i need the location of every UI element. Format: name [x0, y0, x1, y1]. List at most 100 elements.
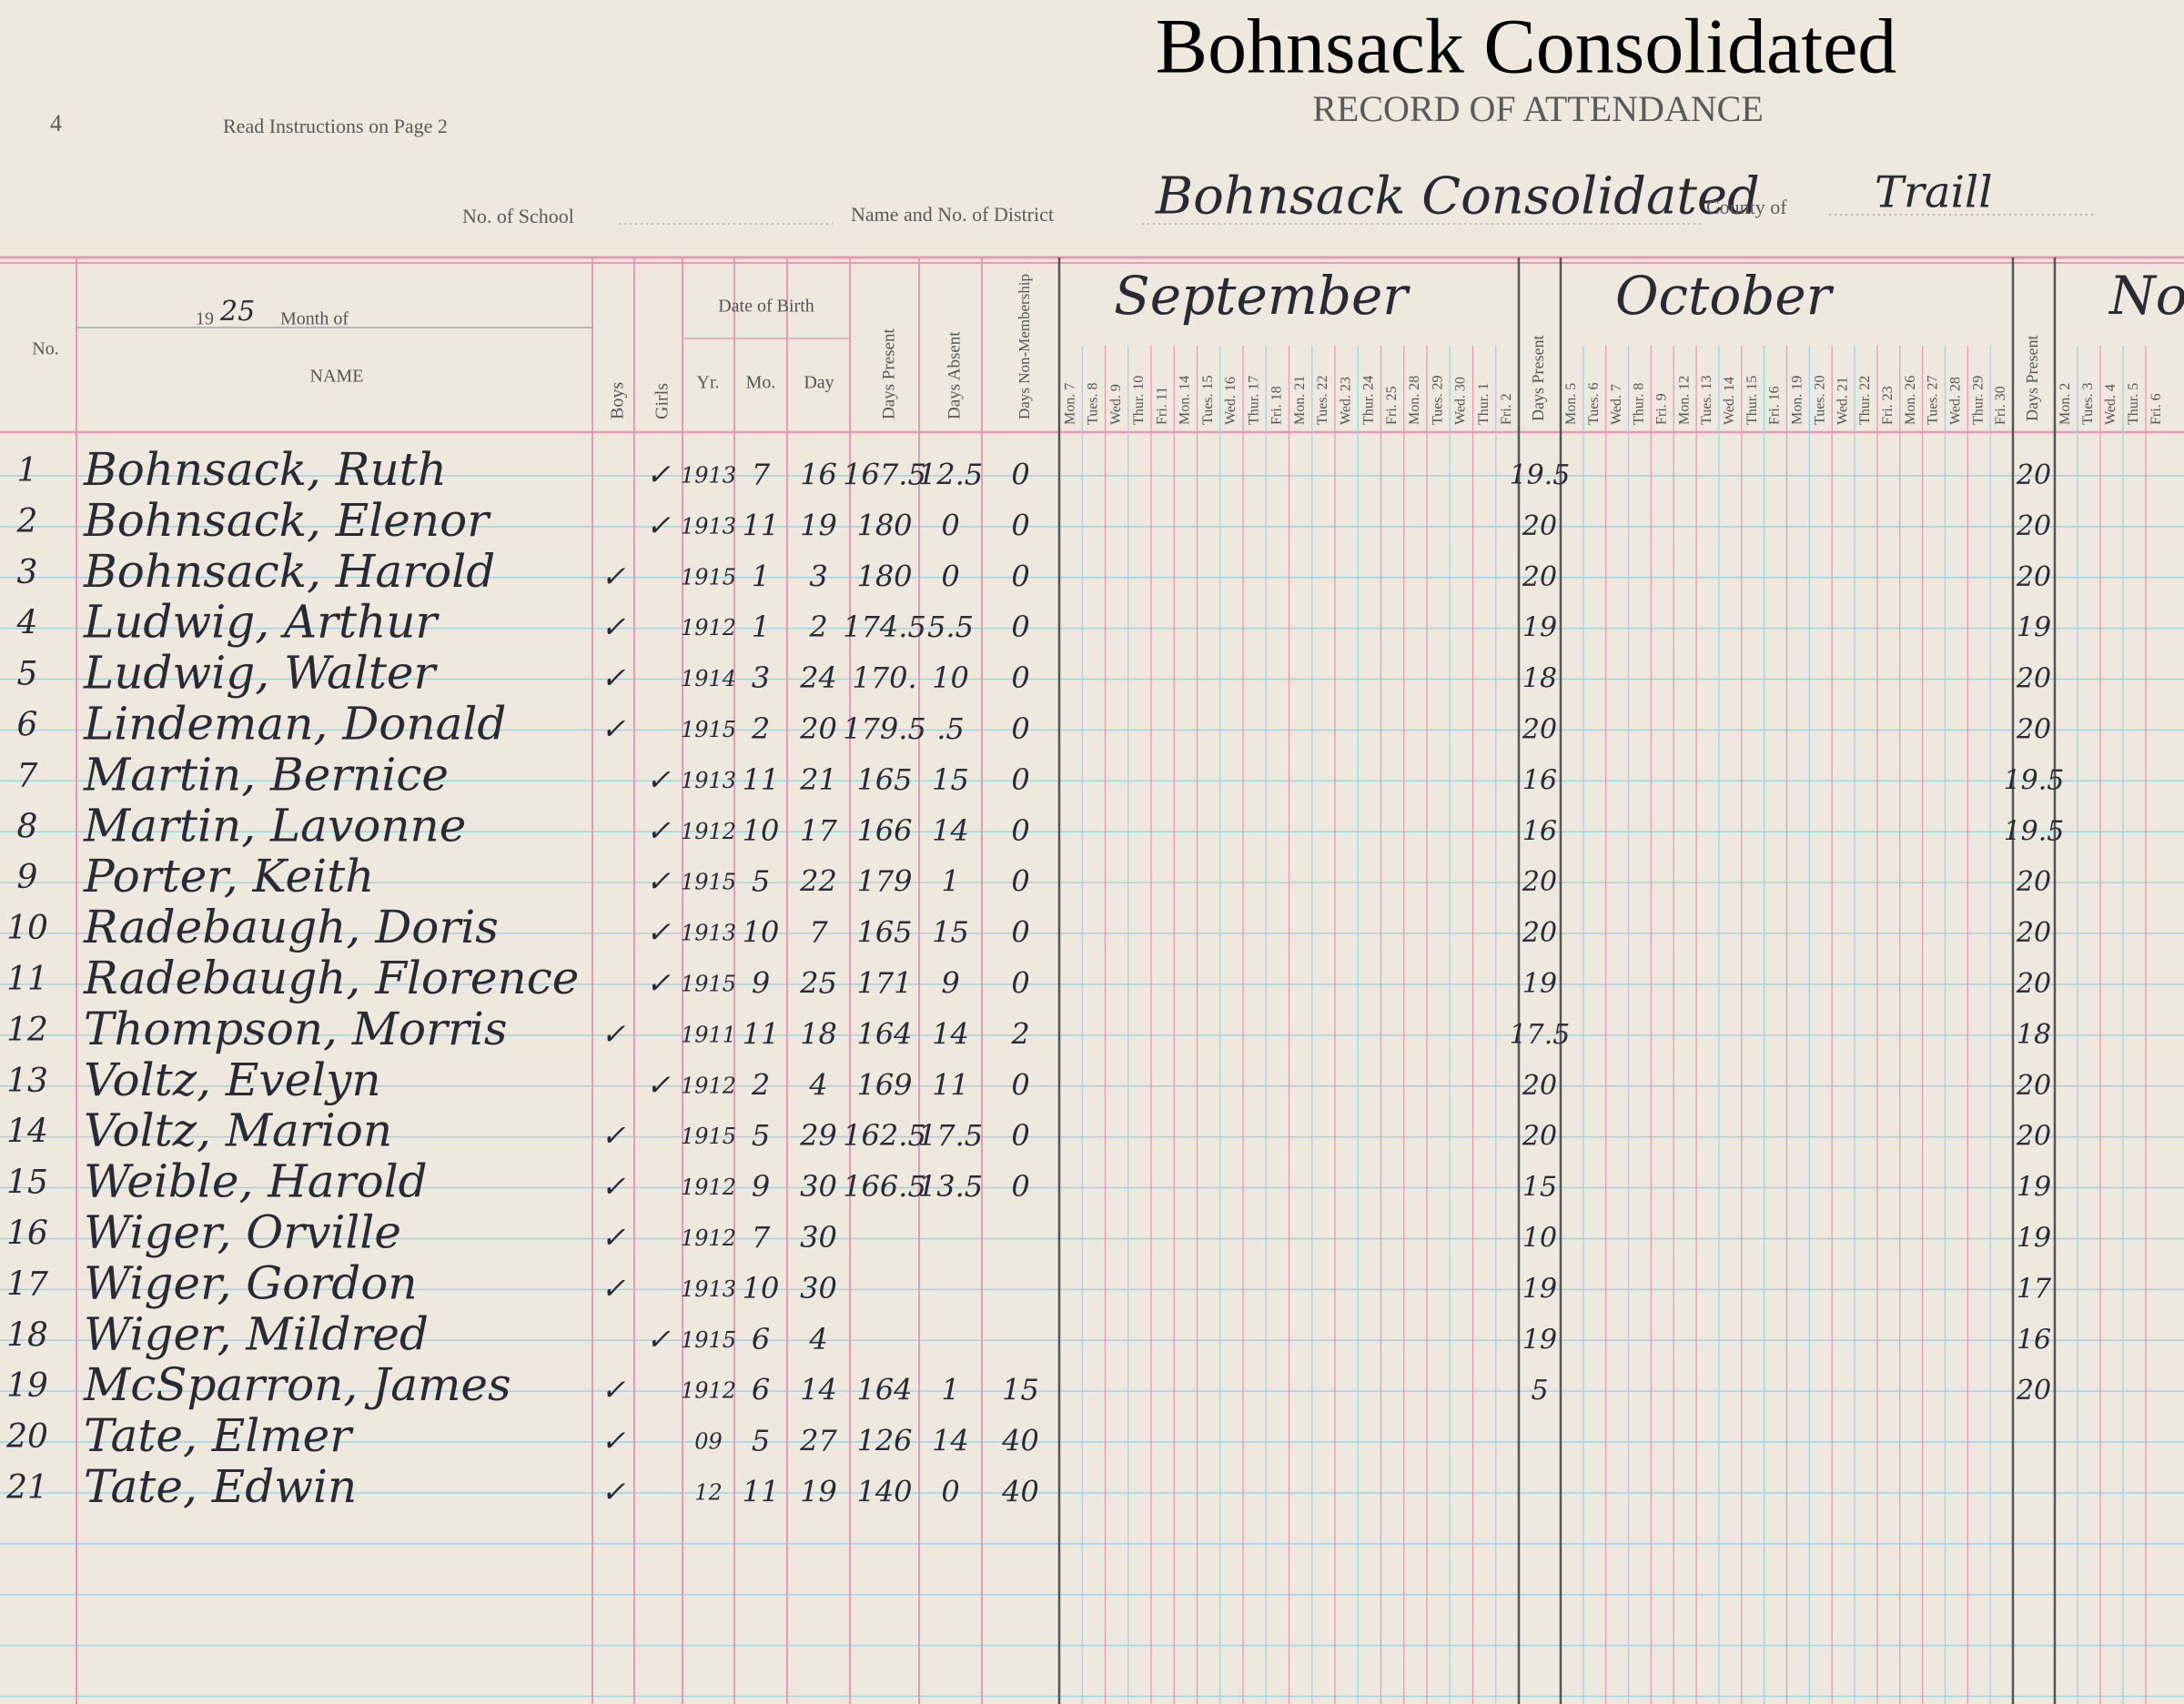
month-total: 19: [1522, 1273, 1557, 1305]
month-total: 19.5: [2004, 815, 2065, 847]
day-heading: Thur. 5: [2126, 383, 2141, 425]
day-heading: Tues. 8: [1086, 382, 1101, 425]
cell-nonmember: 0: [1011, 559, 1029, 593]
cell-day: 25: [799, 966, 837, 1001]
cell-yr: 1912: [681, 819, 736, 844]
row-number: 7: [17, 757, 38, 794]
row-number: 11: [6, 961, 48, 998]
month-total: 16: [1522, 764, 1557, 796]
day-heading: Mon. 28: [1407, 376, 1422, 425]
cell-yr: 1915: [681, 870, 736, 895]
cell-absent: 10: [932, 660, 969, 695]
cell-nonmember: 0: [1011, 864, 1029, 899]
day-heading: Thur. 22: [1857, 376, 1873, 425]
school-label: No. of School: [462, 205, 574, 227]
cell-present: 169: [856, 1067, 912, 1102]
month-total: 20: [2016, 459, 2051, 491]
cell-mo: 11: [743, 1475, 780, 1509]
month-total: 20: [2016, 1121, 2051, 1153]
cell-girls: ✓: [646, 813, 671, 848]
day-heading: Mon. 12: [1676, 376, 1692, 425]
month-total: 19: [1522, 968, 1557, 1000]
month-total: 16: [2017, 1324, 2051, 1356]
cell-girls: ✓: [646, 915, 671, 950]
row-number: 21: [5, 1469, 48, 1507]
day-heading: Mon. 2: [2058, 383, 2073, 425]
day-heading: Tues. 15: [1200, 375, 1216, 425]
cell-day: 19: [800, 1475, 837, 1509]
row-number: 5: [17, 656, 38, 693]
cell-mo: 7: [752, 458, 771, 492]
cell-nonmember: 0: [1011, 1118, 1029, 1153]
cell-nonmember: 0: [1011, 458, 1029, 492]
cell-nonmember: 0: [1011, 1067, 1029, 1102]
cell-mo: 6: [752, 1322, 770, 1356]
cell-absent: 0: [941, 508, 959, 542]
day-heading: Mon. 14: [1178, 376, 1193, 425]
cell-mo: 11: [743, 1016, 780, 1051]
column-header: Boys: [608, 382, 628, 419]
month-total: 20: [2016, 663, 2051, 695]
cell-absent: 14: [932, 1016, 969, 1051]
month-total: 20: [2016, 1375, 2051, 1407]
month-total: 19: [2017, 1223, 2051, 1255]
student-name: Radebaugh, Doris: [83, 901, 499, 953]
student-name: Martin, Lavonne: [83, 799, 466, 852]
month-total: 20: [1522, 510, 1557, 542]
day-heading: Fri. 9: [1653, 393, 1669, 425]
student-name: Voltz, Marion: [84, 1104, 392, 1157]
cell-girls: ✓: [646, 864, 671, 899]
cell-present: 164: [856, 1016, 912, 1051]
cell-nonmember: 0: [1011, 915, 1029, 950]
month-total: 19.5: [1510, 459, 1571, 491]
cell-present: 180: [856, 559, 912, 593]
month-total: 20: [1522, 561, 1557, 593]
student-name: Wiger, Mildred: [84, 1307, 429, 1360]
student-name: Martin, Bernice: [83, 748, 449, 801]
column-header: Girls: [652, 383, 672, 419]
cell-yr: 1915: [681, 972, 736, 997]
month-total: 20: [1522, 1121, 1557, 1153]
day-heading: Mon. 21: [1292, 376, 1308, 425]
cell-yr: 1915: [681, 717, 736, 742]
month-total: 19.5: [2004, 764, 2065, 796]
cell-yr: 1912: [681, 1175, 736, 1200]
month-total: 20: [1522, 917, 1557, 949]
cell-nonmember: 0: [1011, 711, 1029, 746]
cell-yr: 12: [694, 1480, 723, 1506]
month-total: 10: [1522, 1223, 1557, 1255]
cell-day: 16: [800, 458, 837, 492]
student-name: Ludwig, Walter: [83, 647, 439, 700]
student-name: Radebaugh, Florence: [83, 952, 579, 1004]
month-name: September: [1114, 265, 1410, 327]
cell-nonmember: 0: [1011, 610, 1029, 644]
cell-mo: 10: [743, 915, 780, 950]
cell-nonmember: 15: [1002, 1373, 1039, 1407]
cell-absent: 13.5: [918, 1169, 983, 1204]
column-header: Mo.: [746, 373, 776, 393]
day-heading: Wed. 21: [1835, 377, 1850, 425]
day-heading: Tues. 6: [1586, 382, 1602, 425]
cell-boys: ✓: [602, 559, 626, 593]
column-header: Yr.: [697, 373, 720, 393]
cell-yr: 1912: [681, 615, 736, 640]
row-number: 2: [16, 503, 38, 540]
month-total: 20: [1522, 1070, 1557, 1102]
cell-yr: 1915: [681, 1124, 736, 1149]
month-total-header: Days Present: [1529, 336, 1547, 421]
cell-mo: 10: [743, 1271, 780, 1306]
day-heading: Fri. 25: [1384, 386, 1400, 425]
cell-absent: 5.5: [927, 610, 974, 644]
cell-boys: ✓: [602, 1118, 626, 1153]
cell-present: 179: [856, 864, 912, 899]
day-heading: Thur. 24: [1361, 376, 1377, 425]
cell-day: 7: [809, 915, 828, 950]
cell-present: 165: [856, 915, 912, 950]
day-heading: Mon. 7: [1062, 383, 1077, 425]
student-name: Weible, Harold: [84, 1155, 428, 1208]
day-heading: Tues. 27: [1926, 375, 1941, 425]
cell-day: 22: [799, 864, 837, 899]
cell-yr: 1913: [681, 1276, 736, 1302]
day-heading: Fri. 23: [1880, 386, 1896, 425]
